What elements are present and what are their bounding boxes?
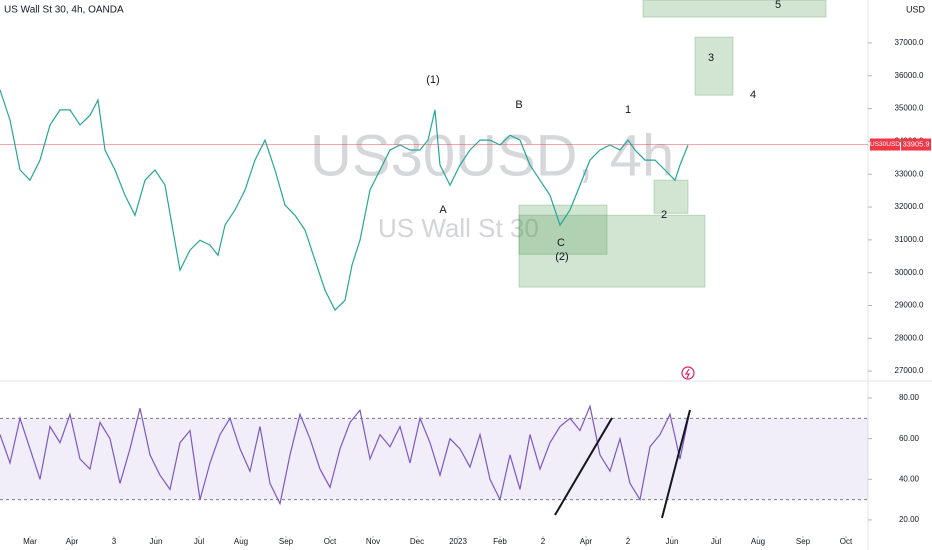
symbol-title: US Wall St 30, 4h, OANDA [4,5,124,16]
wave-label: C [557,237,565,249]
x-tick-label: Apr [66,537,79,546]
price-tag-label: 33905.9 [902,140,929,149]
wave-zone [518,204,608,255]
y-tick-label: 29000.0 [895,301,924,310]
x-tick-label: Jul [711,537,721,546]
wave-label: (2) [555,251,568,263]
x-tick-label: 3 [112,537,117,546]
y-tick-label: 33000.0 [895,169,924,178]
currency: USD [906,4,926,14]
x-tick-label: Dec [410,537,424,546]
x-tick-label: Aug [751,537,765,546]
x-tick-label: Feb [493,537,507,546]
wave-label: A [439,204,447,216]
series-line [0,89,689,312]
y-tick-label: 28000.0 [895,333,924,342]
x-tick-label: 2023 [449,537,467,546]
wave-zone [653,179,689,214]
x-tick-label: Aug [234,537,248,546]
y-tick-label: 30000.0 [895,268,924,277]
x-tick-label: Jun [666,537,679,546]
y-tick-label: 36000.0 [895,71,924,80]
y-tick-label: 60.00 [899,434,920,443]
x-tick-label: Mar [23,537,37,546]
wave-zone [694,36,734,96]
price-tag [901,138,931,151]
y-tick-label: 31000.0 [895,235,924,244]
symbol-tag-label: US30USD [870,141,900,148]
wave-zone [518,214,706,288]
y-tick-label: 80.00 [899,393,920,402]
rsi-band [0,418,868,500]
x-tick-label: Jun [150,537,163,546]
x-tick-label: Oct [840,537,853,546]
y-tick-label: 40.00 [899,474,920,483]
wave-label: 3 [708,52,714,64]
wave-label: 1 [625,104,631,116]
trendline [661,409,691,519]
y-tick-label: 32000.0 [895,202,924,211]
y-tick-label: 37000.0 [895,38,924,47]
wave-label: B [515,99,522,111]
watermark-sub: US Wall St 30 [378,213,539,243]
x-tick-label: 2 [541,537,546,546]
x-tick-label: Nov [366,537,380,546]
wave-zone [642,0,827,18]
wave-label: 5 [775,0,781,11]
y-tick-label: 20.00 [899,515,920,524]
y-tick-label: 27000.0 [895,366,924,375]
alert-icon[interactable] [681,366,695,380]
x-tick-label: Oct [324,537,337,546]
wave-label: 4 [750,89,756,101]
x-tick-label: 2 [626,537,631,546]
watermark: US30USD, 4h [310,123,674,188]
x-tick-label: Sep [279,537,294,546]
x-tick-label: Sep [796,537,811,546]
x-tick-label: Jul [194,537,204,546]
y-tick-label: 35000.0 [895,104,924,113]
wave-label: 2 [661,209,667,221]
series-line [0,404,691,506]
wave-label: (1) [426,74,439,86]
trendline [554,417,613,516]
x-tick-label: Apr [580,537,593,546]
symbol-tag [870,138,900,151]
